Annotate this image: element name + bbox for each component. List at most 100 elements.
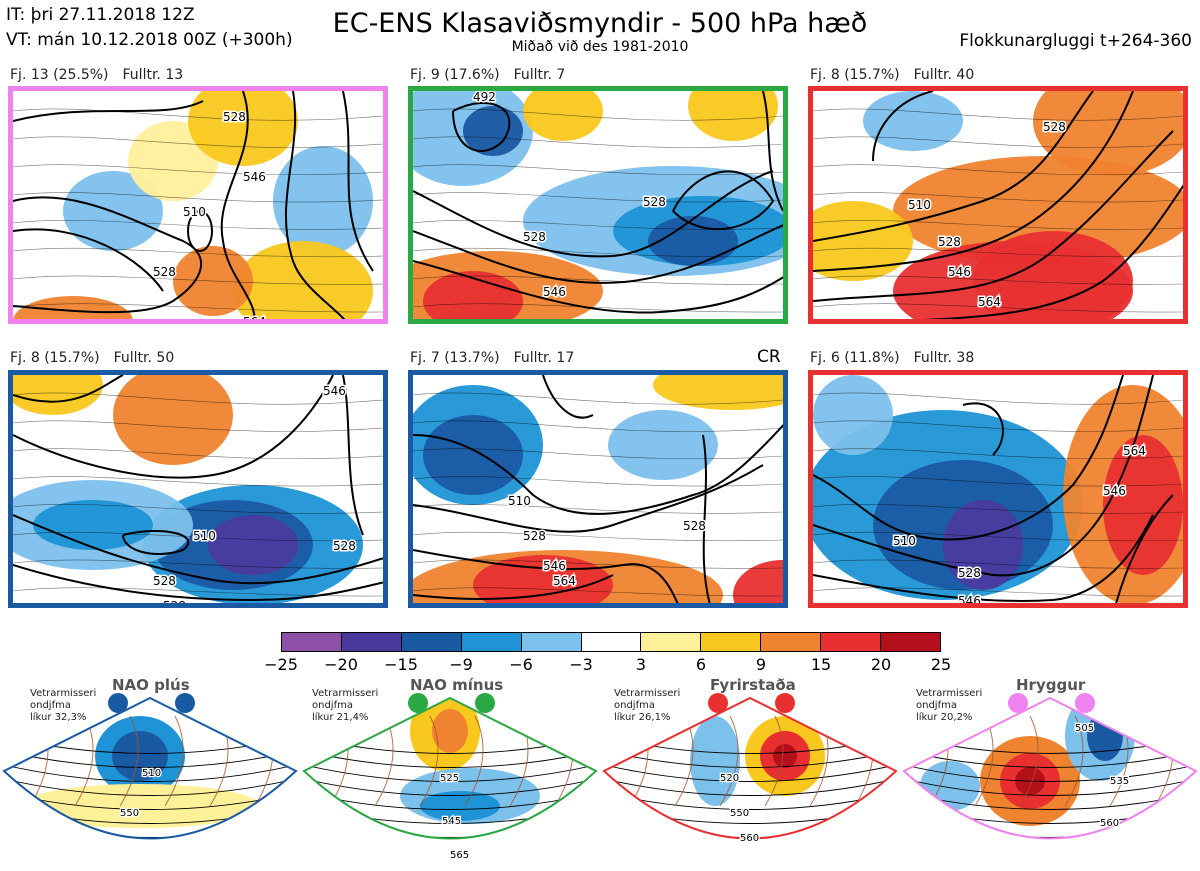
cluster-5-map: 510 528 546 564 528 — [408, 370, 788, 608]
valid-time: VT: mán 10.12.2018 00Z (+300h) — [6, 30, 293, 50]
anomaly-area — [773, 744, 797, 768]
height-contour-thin — [413, 136, 783, 148]
height-contour-thin — [813, 420, 1183, 432]
contour-label: 545 — [442, 816, 461, 827]
regime-outline — [902, 696, 1198, 840]
colorbar-tick-label: 20 — [870, 655, 892, 674]
coastline — [1064, 715, 1084, 807]
regime-outline — [2, 696, 298, 840]
height-contour-thin — [13, 108, 383, 121]
height-contour-thin — [413, 392, 783, 405]
contour-label: 510 — [893, 534, 916, 548]
regime-ridge: Hryggur Vetrarmisseri ondjfma líkur 20,2% … — [900, 676, 1200, 871]
contour-label: 564 — [243, 315, 266, 319]
classification-window: Flokkunargluggi t+264-360 — [959, 31, 1192, 51]
contour-label: 550 — [730, 808, 749, 819]
height-contour — [304, 763, 596, 782]
height-contour-thin — [13, 420, 383, 432]
height-contour-thin — [413, 164, 783, 176]
regime-nao-plus: NAO plús Vetrarmisseri ondjfma líkur 32,3%… — [0, 676, 300, 871]
cluster-3-label: Fj. 8 (15.7%) Fulltr. 40 — [810, 67, 975, 83]
height-contour — [13, 100, 204, 122]
regime-marker-dot — [1075, 693, 1095, 713]
anomaly-area — [423, 415, 523, 495]
height-contour — [813, 375, 1124, 541]
regime-map: 505 535 560 — [902, 693, 1198, 862]
regime-nao-minus: NAO mínus Vetrarmisseri ondjfma líkur 21,4… — [300, 676, 600, 871]
colorbar-tick-label: 15 — [810, 655, 832, 674]
height-contour-thin — [13, 136, 383, 148]
coastline — [764, 715, 784, 807]
anomaly-area — [423, 271, 523, 319]
colorbar-tick-label: −3 — [569, 655, 593, 674]
height-contour — [285, 91, 346, 319]
height-contour-thin — [13, 448, 383, 460]
height-contour-thin — [13, 504, 383, 514]
anomaly-area — [432, 709, 468, 753]
height-contour — [0, 848, 300, 866]
height-contour — [13, 196, 203, 314]
contour-label: 535 — [1110, 776, 1129, 787]
cluster-3-map: 510 528 546 564 528 — [808, 86, 1188, 324]
height-contour — [13, 228, 164, 292]
colorbar-tick-label: 3 — [635, 655, 647, 674]
map-field: 510 528 546 564 546 — [813, 375, 1183, 603]
anomaly-area — [973, 231, 1133, 319]
anomaly-area — [1103, 435, 1183, 575]
contour-label: 546 — [948, 265, 971, 279]
height-contour — [923, 184, 1183, 319]
height-contour — [813, 514, 1154, 602]
regime-map: 510 550 — [0, 693, 300, 866]
height-contour — [813, 91, 1094, 242]
anomaly-area — [13, 296, 133, 319]
cluster-4-label: Fj. 8 (15.7%) Fulltr. 50 — [10, 350, 175, 366]
colorbar-tick-label: −20 — [324, 655, 358, 674]
colorbar-tick-label: 6 — [695, 655, 707, 674]
height-contour — [413, 464, 764, 533]
contour-label: 510 — [183, 205, 206, 219]
anomaly-area — [1006, 850, 1034, 862]
cluster-6-label: Fj. 6 (11.8%) Fulltr. 38 — [810, 350, 975, 366]
regime-blocking: Fyrirstaða Vetrarmisseri ondjfma líkur 26,… — [600, 676, 900, 871]
cluster-5-label: Fj. 7 (13.7%) Fulltr. 17 — [410, 350, 575, 366]
contour-label: 510 — [908, 198, 931, 212]
height-contour — [13, 375, 334, 479]
colorbar-tick-label: 25 — [930, 655, 952, 674]
cr-marker: CR — [757, 347, 781, 367]
contour-label: 520 — [720, 773, 739, 784]
contour-label: 528 — [153, 265, 176, 279]
height-contour — [904, 749, 1196, 768]
height-contour-thin — [413, 559, 783, 569]
colorbar-tick-label: −15 — [384, 655, 418, 674]
anomaly-area — [473, 555, 613, 603]
contour-label: 546 — [543, 285, 566, 299]
height-contour — [413, 574, 614, 600]
regime-title: Hryggur — [1016, 676, 1086, 694]
height-contour — [342, 375, 364, 536]
regime-marker-dot — [1008, 693, 1028, 713]
colorbar-tick-label: 9 — [755, 655, 767, 674]
height-contour-thin — [413, 420, 783, 432]
height-contour-thin — [813, 108, 1183, 121]
regime-map: 520 550 560 — [602, 693, 898, 845]
contour-label: 560 — [740, 833, 759, 844]
anomaly-area — [13, 375, 103, 415]
height-contour — [220, 91, 256, 319]
map-field: 528546510528546564 — [13, 91, 383, 319]
height-contour-thin — [13, 275, 383, 285]
map-title: EC-ENS Klasaviðsmyndir - 500 hPa hæð — [332, 8, 868, 39]
height-contour — [672, 170, 775, 231]
height-contour-thin — [813, 392, 1183, 405]
colorbar-swatch — [701, 633, 762, 651]
contour-label: 550 — [120, 808, 139, 819]
coastline — [464, 715, 484, 807]
height-contour-thin — [813, 504, 1183, 514]
regime-desc: Vetrarmisseri ondjfma líkur 21,4% — [312, 688, 379, 723]
contour-label: 510 — [508, 494, 531, 508]
colorbar-swatch — [401, 633, 462, 651]
height-contour-thin — [413, 108, 783, 121]
height-contour-thin — [413, 303, 783, 313]
height-contour — [762, 91, 783, 212]
contour-label: 528 — [1043, 120, 1066, 134]
